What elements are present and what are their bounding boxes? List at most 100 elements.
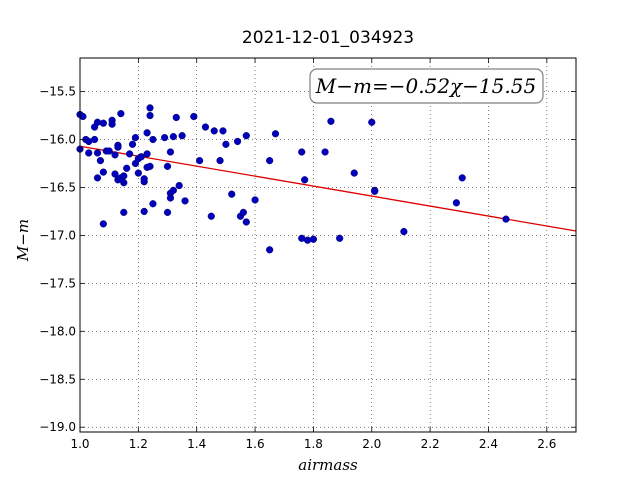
x-axis-label: airmass xyxy=(298,456,358,474)
data-point xyxy=(350,169,358,177)
data-point xyxy=(216,157,224,165)
data-point xyxy=(131,133,140,142)
data-point xyxy=(196,157,204,165)
data-point xyxy=(93,174,102,182)
x-tick-label: 2.0 xyxy=(362,437,381,451)
data-point xyxy=(301,176,309,184)
data-point xyxy=(242,132,250,140)
fit-annotation: M−m=−0.52χ−15.55 xyxy=(309,68,544,104)
data-point xyxy=(105,147,113,155)
data-point xyxy=(114,143,122,151)
data-point xyxy=(166,194,175,202)
y-tick-label: −16.5 xyxy=(39,180,76,194)
x-tick-label: 1.6 xyxy=(246,437,265,451)
x-tick-label: 1.0 xyxy=(70,437,89,451)
data-point xyxy=(266,157,274,165)
y-tick-label: −17.0 xyxy=(39,228,76,242)
data-point xyxy=(242,218,250,226)
data-point xyxy=(143,150,151,158)
data-point xyxy=(502,215,510,223)
data-point xyxy=(161,133,169,142)
annotation-box xyxy=(309,68,544,104)
data-point xyxy=(233,137,242,146)
data-point xyxy=(117,110,125,118)
y-tick-label: −19.0 xyxy=(39,420,76,434)
y-tick-label: −17.5 xyxy=(39,276,76,290)
data-point xyxy=(85,149,93,157)
data-point xyxy=(371,187,379,195)
data-point xyxy=(120,208,128,216)
data-point xyxy=(120,172,128,180)
x-tick-label: 1.2 xyxy=(129,437,148,451)
data-point xyxy=(99,168,107,176)
data-point xyxy=(169,186,177,194)
data-point xyxy=(79,112,87,121)
data-point xyxy=(111,151,119,159)
annotation-text: M−m=−0.52χ−15.55 xyxy=(315,74,536,98)
data-point xyxy=(251,196,259,204)
data-point xyxy=(210,127,218,135)
data-point xyxy=(239,208,247,216)
data-point xyxy=(190,112,198,121)
data-point xyxy=(126,150,134,158)
data-point xyxy=(181,197,189,205)
data-point xyxy=(222,140,230,148)
data-point xyxy=(201,123,210,131)
y-tick-label: −18.0 xyxy=(39,324,76,338)
data-point xyxy=(149,200,157,208)
data-point xyxy=(99,220,107,228)
data-point xyxy=(149,135,157,144)
data-point xyxy=(368,118,376,126)
axes-frame xyxy=(79,57,577,433)
data-point xyxy=(228,190,236,198)
data-point xyxy=(336,234,344,242)
x-tick-label: 2.2 xyxy=(421,437,440,451)
y-tick-label: −16.0 xyxy=(39,133,76,147)
data-point xyxy=(128,140,137,148)
y-axis-label: M−m xyxy=(14,219,32,262)
data-point xyxy=(400,227,408,236)
x-tick-label: 2.6 xyxy=(537,437,556,451)
data-point xyxy=(134,169,142,177)
data-point xyxy=(123,164,131,172)
data-point xyxy=(172,113,180,122)
data-point xyxy=(169,133,177,141)
data-point xyxy=(163,208,172,216)
data-point xyxy=(140,175,148,183)
data-point xyxy=(452,199,460,207)
data-point xyxy=(166,148,175,156)
y-tick-label: −18.5 xyxy=(39,372,76,386)
data-point xyxy=(266,246,274,254)
data-point xyxy=(143,129,151,137)
data-point xyxy=(120,179,128,187)
chart-title: 2021-12-01_034923 xyxy=(242,28,414,48)
data-point xyxy=(175,181,183,190)
fit-line xyxy=(79,145,577,232)
data-point xyxy=(99,119,107,127)
data-point xyxy=(90,135,99,144)
data-point xyxy=(146,111,154,120)
x-tick-label: 2.4 xyxy=(479,437,498,451)
data-point xyxy=(163,162,172,170)
data-point xyxy=(309,235,318,243)
data-point xyxy=(327,117,335,125)
data-point xyxy=(146,104,154,112)
data-point xyxy=(298,148,306,156)
y-tick-label: −15.5 xyxy=(39,85,76,99)
data-point xyxy=(458,174,466,182)
data-point xyxy=(93,149,102,157)
data-point xyxy=(111,170,119,178)
plot-area: 1.0 1.2 1.4 1.6 1.8 2.0 2.2 2.4 2.6 −15.5 −16.0 −16… xyxy=(39,57,577,451)
data-point xyxy=(140,207,148,216)
x-tick-label: 1.8 xyxy=(304,437,323,451)
x-tick-label: 1.4 xyxy=(187,437,206,451)
data-point xyxy=(96,157,105,165)
data-point xyxy=(137,153,145,161)
data-point xyxy=(108,120,116,128)
data-point xyxy=(178,132,186,140)
data-point xyxy=(271,130,280,138)
data-point xyxy=(219,127,227,135)
data-point xyxy=(146,162,154,170)
